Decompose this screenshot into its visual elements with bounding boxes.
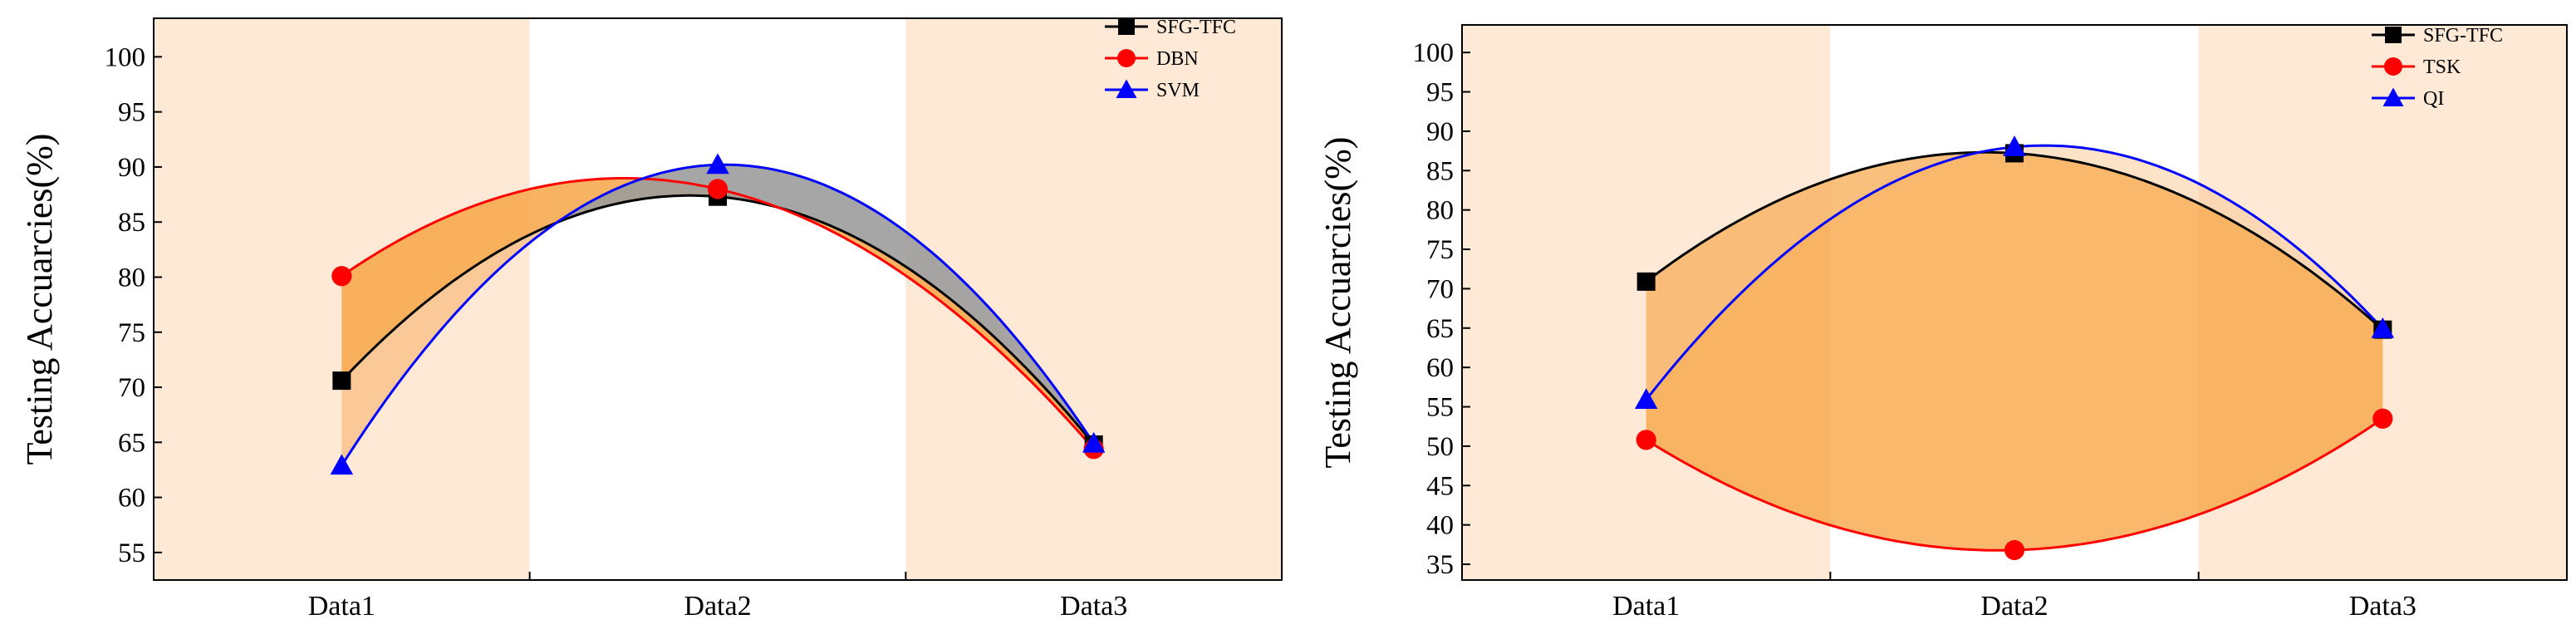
- marker-qi-data3: [2371, 317, 2395, 338]
- y-axis-title: Testing Accuarcies(%): [1317, 137, 1358, 469]
- fill-sfg-tfc-svm-2: [561, 165, 1094, 445]
- marker-svm-data3: [1082, 431, 1106, 453]
- chart-left: 55 60 65 70 75 80 85 90 95 100 Data1 Data2 Data3 Test…: [19, 17, 1283, 622]
- marker-tsk-data1: [1636, 430, 1656, 450]
- marker-qi-data2: [2003, 135, 2026, 156]
- y-tick-label: 100: [105, 42, 146, 72]
- marker-qi-data1: [1634, 388, 1658, 410]
- y-tick-label: 95: [1426, 78, 1454, 108]
- legend-marker-dbn: [1117, 49, 1136, 67]
- y-tick-label: 80: [1426, 196, 1454, 226]
- y-tick-label: 80: [118, 263, 145, 293]
- y-tick-label: 45: [1426, 471, 1454, 501]
- marker-tsk-data2: [2004, 539, 2025, 561]
- background-band-2: [529, 18, 906, 580]
- y-tick-label: 95: [118, 98, 145, 128]
- y-tick-label: 100: [1413, 38, 1455, 68]
- fill-sfg-tfc-qi: [1646, 145, 2383, 400]
- y-tick-label: 65: [1426, 314, 1454, 344]
- y-tick-label: 60: [1426, 353, 1454, 383]
- y-axis-title: Testing Accuarcies(%): [19, 134, 60, 465]
- y-tick-label: 90: [1426, 117, 1454, 147]
- marker-dbn-data1: [331, 266, 352, 287]
- legend: SFG-TFC DBN SVM: [1105, 17, 1236, 101]
- plot-frame: [153, 17, 1283, 581]
- legend-label-sfg-tfc: SFG-TFC: [1156, 17, 1236, 38]
- x-tick-label-data3: Data3: [1060, 591, 1127, 622]
- marker-svm-data1: [330, 454, 354, 475]
- y-tick-label: 50: [1426, 432, 1454, 462]
- x-tick-label-data1: Data1: [308, 591, 375, 622]
- y-tick-label: 65: [118, 428, 145, 458]
- marker-dbn-data2: [707, 179, 729, 199]
- fill-sfg-tfc-svm-1: [341, 219, 562, 466]
- y-tick-label: 55: [1426, 393, 1454, 423]
- y-tick-label: 60: [118, 484, 145, 514]
- legend: SFG-TFC TSK QI: [2372, 25, 2503, 110]
- y-tick-label: 55: [118, 538, 145, 568]
- x-tick-label-data2: Data2: [1980, 591, 2048, 622]
- x-tick-label-data1: Data1: [1612, 591, 1680, 622]
- x-tick-label-data2: Data2: [684, 591, 751, 622]
- legend-marker-svm: [1116, 79, 1137, 98]
- marker-tsk-data3: [2372, 408, 2393, 429]
- legend-label-dbn: DBN: [1156, 48, 1199, 70]
- legend-label-qi: QI: [2423, 88, 2444, 110]
- plot-frame: [1461, 24, 2568, 581]
- x-tick-label-data3: Data3: [2349, 591, 2417, 622]
- y-tick-label: 70: [118, 373, 145, 403]
- y-tick-label: 90: [118, 153, 145, 183]
- legend-label-tsk: TSK: [2423, 57, 2461, 78]
- chart-right: 35 40 45 50 55 60 65 70 75 80 85 90 95 100 Data1 Data2 D…: [1317, 24, 2568, 622]
- marker-svm-data2: [706, 153, 729, 175]
- y-tick-label: 75: [1426, 235, 1454, 265]
- fill-sfg-tfc-tsk: [1646, 152, 2383, 551]
- marker-sfg-tfc-data1: [1636, 272, 1656, 291]
- y-tick-label: 85: [118, 208, 145, 238]
- y-tick-label: 75: [118, 318, 145, 348]
- legend-marker-qi: [2382, 87, 2404, 106]
- legend-marker-sfg-tfc: [1118, 18, 1135, 35]
- y-tick-label: 70: [1426, 274, 1454, 304]
- legend-marker-sfg-tfc: [2385, 27, 2402, 43]
- y-tick-label: 40: [1426, 511, 1454, 541]
- legend-label-svm: SVM: [1156, 80, 1200, 101]
- legend-marker-tsk: [2384, 57, 2402, 76]
- y-tick-label: 35: [1426, 550, 1454, 580]
- y-tick-label: 85: [1426, 156, 1454, 186]
- marker-sfg-tfc-data1: [332, 371, 351, 391]
- legend-label-sfg-tfc: SFG-TFC: [2423, 25, 2503, 47]
